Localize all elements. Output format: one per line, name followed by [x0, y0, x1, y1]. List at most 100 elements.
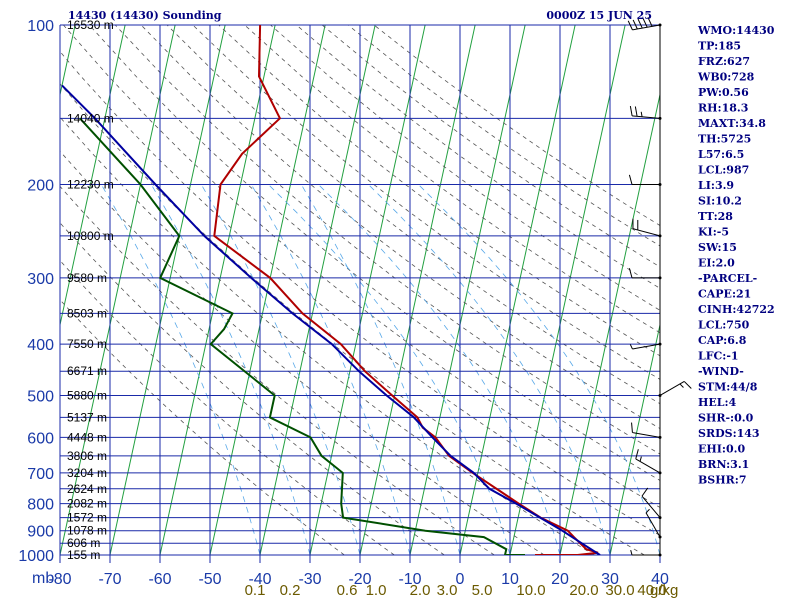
index-entry: WB0:728 — [697, 71, 755, 84]
index-entry: LFC:-1 — [698, 350, 739, 363]
parcel-profile-line — [61, 84, 601, 555]
pressure-tick-label: 200 — [27, 178, 54, 195]
index-entry: RH:18.3 — [698, 102, 748, 115]
height-label: 2082 m — [67, 497, 107, 511]
moist-adiabat-line — [268, 184, 511, 555]
pressure-tick-label: 400 — [27, 337, 54, 354]
wind-barb-base — [658, 276, 662, 280]
wind-barb-staff — [635, 458, 661, 474]
wind-barb-flag — [640, 111, 643, 117]
isotherm-line — [259, 25, 376, 555]
wind-barb-flag — [630, 550, 633, 556]
index-entry: CINH:42722 — [698, 303, 775, 316]
height-label: 16530 m — [67, 18, 114, 32]
wind-barb-flag — [642, 17, 648, 28]
isotherm-line — [60, 25, 126, 328]
wind-barb-base — [658, 23, 662, 27]
temperature-tick-label: 20 — [551, 571, 569, 588]
units-label: mb — [32, 570, 54, 587]
index-entry: -WIND- — [698, 365, 744, 378]
wind-barb-staff — [632, 343, 661, 350]
index-entry: LCL:750 — [698, 319, 750, 332]
wind-barb — [629, 105, 662, 120]
pressure-tick-label: 1000 — [18, 548, 54, 565]
height-labels: 16530 m 14040 m 12230 m 10800 m 9580 m 8503 m… — [67, 18, 114, 562]
index-entry: CAPE:21 — [698, 288, 751, 301]
mixing-ratio-label: 3.0 — [437, 582, 458, 599]
station-title: 14430 (14430) Sounding — [68, 9, 222, 22]
pressure-tick-label: 700 — [27, 466, 54, 483]
wind-barb — [630, 550, 662, 557]
isotherm-line — [359, 25, 476, 555]
moist-adiabat-line — [100, 184, 261, 555]
wind-barb — [629, 342, 662, 350]
wind-barb-flag — [641, 487, 649, 497]
moist-adiabat-line — [150, 184, 311, 555]
mixing-ratio-label: 5.0 — [472, 582, 493, 599]
wind-barb-flag — [637, 18, 643, 29]
mixing-ratio-labels: 0.1 0.2 0.6 1.0 2.0 3.0 5.0 10.0 20.0 30.0 40.0 — [245, 582, 667, 599]
pressure-tick-labels: 100 200 300 400 500 600 700 800 900 1000 — [18, 18, 54, 565]
isotherm-line — [0, 25, 25, 555]
moist-adiabat-line — [250, 184, 411, 555]
wind-barb-flag — [628, 268, 633, 279]
temperature-tick-label: -80 — [48, 571, 71, 588]
dry-adiabat-line — [60, 259, 395, 555]
height-label: 5880 m — [67, 388, 107, 402]
mixing-ratio-label: 30.0 — [605, 582, 634, 599]
index-entry: SW:15 — [698, 241, 737, 254]
dry-adiabat-line — [89, 25, 660, 481]
wind-barb-base — [658, 183, 662, 187]
wind-barb-flag — [627, 20, 633, 31]
wind-barb — [631, 422, 662, 439]
mixing-ratio-label: 20.0 — [569, 582, 598, 599]
pressure-tick-label: 900 — [27, 524, 54, 541]
wind-barb-flag — [647, 17, 653, 27]
wind-barb — [628, 268, 662, 280]
wind-barb-flag — [645, 508, 650, 514]
mixing-ratio-label: 0.6 — [337, 582, 358, 599]
sounding-time: 0000Z 15 JUN 25 — [546, 9, 652, 22]
moist-adiabat-line — [368, 184, 611, 555]
wind-barb-base — [658, 535, 662, 539]
isotherm-line — [60, 25, 176, 555]
index-entry: CAP:6.8 — [698, 334, 747, 347]
wind-barb — [628, 174, 662, 187]
index-entry: SHR-:0.0 — [698, 412, 754, 425]
temperature-tick-label: -60 — [148, 571, 171, 588]
wind-barb — [635, 449, 662, 475]
wind-barb-staff — [632, 228, 661, 237]
height-label: 2624 m — [67, 482, 107, 496]
wind-barb-flag — [679, 383, 684, 388]
isotherm-line — [159, 25, 276, 555]
temperature-tick-label: -70 — [98, 571, 121, 588]
isotherm-line — [109, 25, 226, 555]
isotherm-line — [559, 92, 660, 555]
profiles — [61, 25, 601, 555]
index-entry: STM:44/8 — [698, 381, 758, 394]
index-entry: BSHR:7 — [698, 474, 747, 487]
wind-barb-flag — [632, 19, 638, 30]
background-lines — [0, 25, 660, 555]
wind-barb-flag — [631, 422, 633, 433]
height-label: 6671 m — [67, 364, 107, 378]
wind-barb-flag — [628, 174, 633, 185]
wind-barb-staff — [641, 495, 661, 518]
moist-adiabat-line — [418, 184, 660, 555]
temperature-tick-label: 40 — [651, 571, 669, 588]
height-label: 5137 m — [67, 410, 107, 424]
index-entry: SRDS:143 — [698, 427, 760, 440]
index-entry: L57:6.5 — [698, 148, 744, 161]
mixing-ratio-label: 40.0 — [637, 582, 666, 599]
wind-barb — [632, 218, 662, 238]
wind-barb-base — [658, 393, 662, 397]
index-entry: PW:0.56 — [698, 86, 749, 99]
mixing-ratio-label: 0.1 — [245, 582, 266, 599]
isotherm-line — [209, 25, 326, 555]
height-label: 606 m — [67, 536, 100, 550]
index-entry: WMO:14430 — [697, 24, 775, 37]
wind-barb-flag — [634, 106, 638, 117]
pressure-tick-label: 800 — [27, 497, 54, 514]
temperature-tick-label: -20 — [348, 571, 371, 588]
index-entry: HEL:4 — [698, 396, 737, 409]
